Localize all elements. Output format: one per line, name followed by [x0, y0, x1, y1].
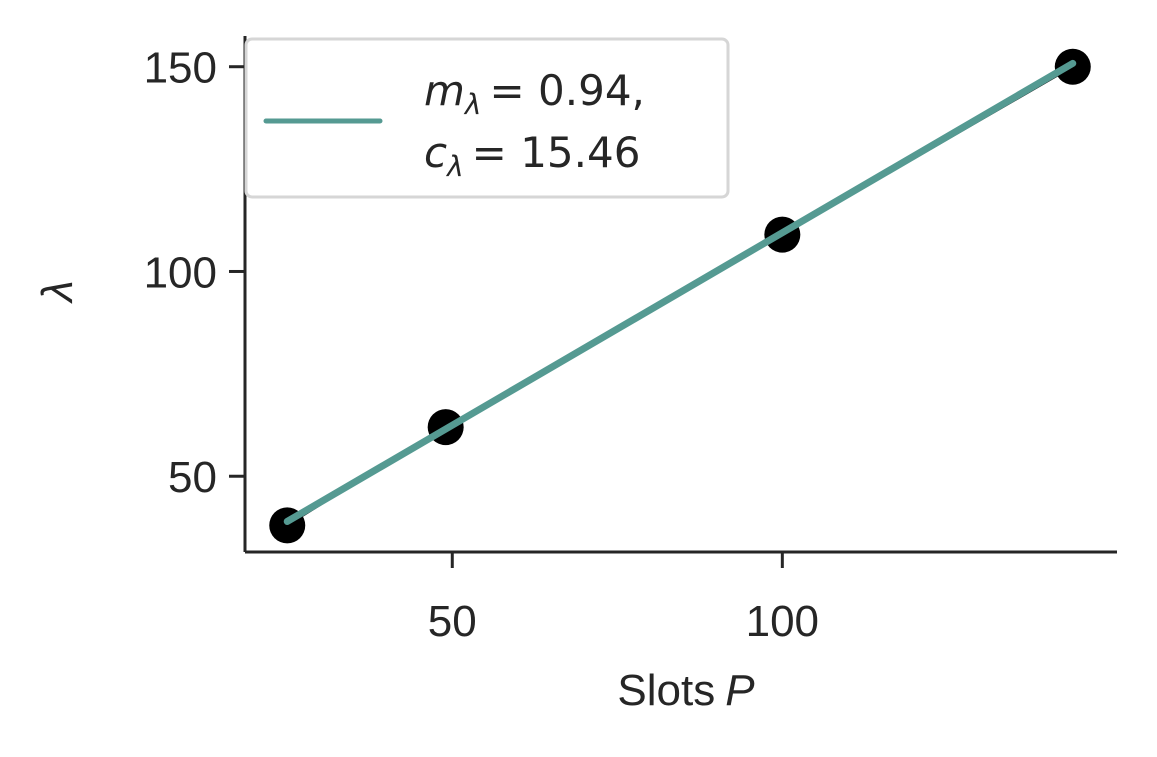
legend-line2-sub: λ	[445, 150, 464, 183]
legend-line2-var: c	[424, 128, 447, 177]
x-axis-label: Slots P	[617, 666, 755, 715]
axes: 50 100 50 100 150 Slots P λ	[33, 36, 1117, 715]
legend-line1-var: m	[424, 66, 465, 115]
legend-entry-line2: cλ = 15.46	[424, 128, 640, 183]
y-tick-label: 150	[144, 44, 217, 93]
legend-line1-sub: λ	[463, 88, 482, 121]
legend: mλ = 0.94, cλ = 15.46	[244, 37, 730, 199]
x-axis-label-var: P	[725, 666, 755, 715]
x-tick-label: 100	[746, 597, 819, 646]
legend-entry-line1: mλ = 0.94,	[424, 66, 645, 121]
y-axis-label: λ	[33, 280, 82, 304]
plot-area	[269, 48, 1091, 544]
x-ticks: 50 100	[428, 552, 819, 646]
legend-box	[244, 37, 730, 199]
y-ticks: 50 100 150	[144, 44, 245, 502]
fit-line	[283, 59, 1077, 525]
y-tick-label: 100	[144, 248, 217, 297]
legend-line2-value: = 15.46	[472, 128, 641, 177]
x-axis-label-text: Slots	[617, 666, 715, 715]
y-tick-label: 50	[168, 453, 217, 502]
x-tick-label: 50	[428, 597, 477, 646]
legend-line1-value: = 0.94,	[490, 66, 645, 115]
